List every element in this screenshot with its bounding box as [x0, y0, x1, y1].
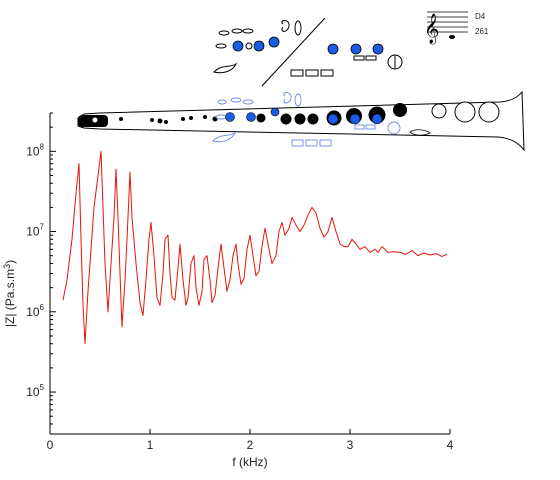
key-outline	[281, 20, 290, 32]
open-hole	[245, 42, 253, 50]
key-outline	[213, 62, 238, 74]
note-head	[449, 35, 455, 39]
x-tick-label: 3	[347, 438, 354, 452]
series-group	[62, 150, 448, 345]
key-outline	[242, 28, 254, 34]
key-rect	[290, 69, 304, 77]
key-outline	[294, 20, 302, 36]
open-hole	[478, 101, 500, 123]
key-rect	[320, 69, 334, 77]
open-hole	[431, 103, 447, 119]
key-rect	[365, 55, 377, 61]
x-tick-label: 2	[247, 438, 254, 452]
key-rect	[353, 55, 365, 61]
x-tick-label: 1	[147, 438, 154, 452]
note-name: D4	[475, 12, 486, 21]
y-tick-label: 108	[26, 142, 44, 158]
closed-hole	[253, 40, 265, 52]
key-outline	[218, 30, 230, 36]
key-outline	[231, 28, 243, 34]
closed-hole	[372, 43, 384, 55]
closed-hole	[232, 40, 244, 52]
instrument-body	[77, 90, 525, 152]
y-tick-label: 106	[26, 303, 44, 319]
open-hole	[454, 101, 476, 123]
closed-hole	[350, 43, 362, 55]
closed-hole	[268, 36, 280, 48]
y-tick-label: 105	[26, 383, 44, 399]
key-rect	[305, 69, 319, 77]
key-outline	[215, 43, 227, 49]
x-axis-label: f (kHz)	[232, 455, 267, 469]
closed-hole	[327, 43, 339, 55]
y-ticks: 105 106 107 108	[26, 112, 56, 435]
x-tick-label: 4	[447, 438, 454, 452]
x-ticks: 0 1 2 3 4	[47, 429, 454, 452]
staff-notation: 𝄞	[424, 11, 468, 45]
impedance-series-line	[62, 150, 448, 345]
treble-clef-icon: 𝄞	[424, 13, 439, 45]
x-tick-label: 0	[47, 438, 54, 452]
separator-line	[261, 17, 326, 87]
y-axis-label: |Z| (Pa.s.m3)	[2, 260, 17, 327]
fingering-diagram	[213, 17, 403, 87]
y-tick-label: 107	[26, 223, 44, 239]
note-frequency: 261	[475, 27, 489, 36]
